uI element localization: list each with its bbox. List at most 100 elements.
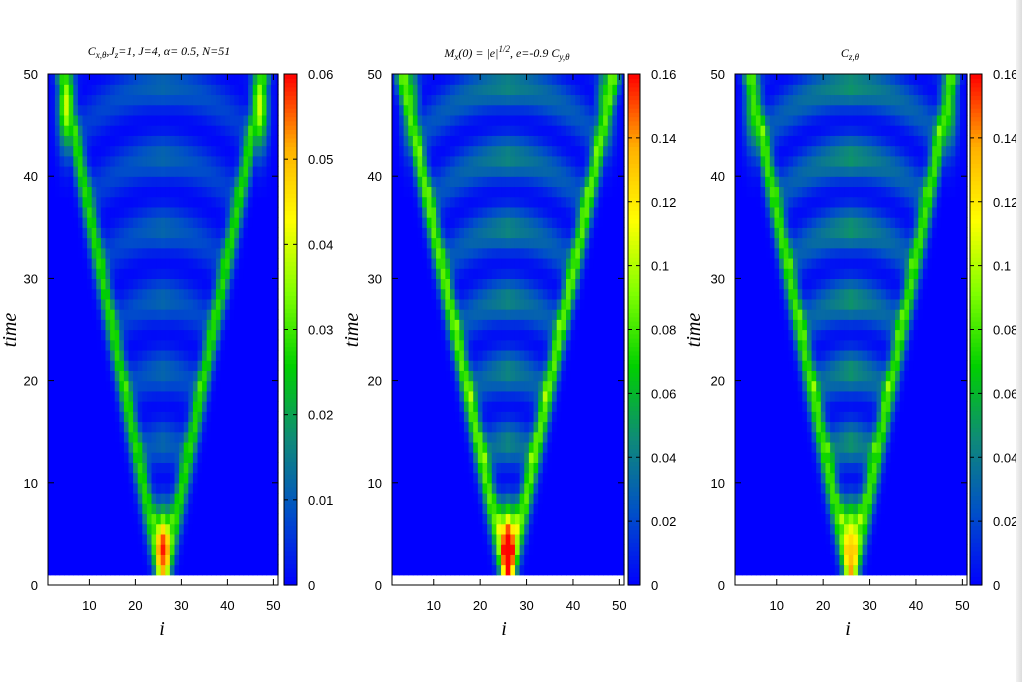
heatmap-cell bbox=[197, 523, 203, 535]
heatmap-cell bbox=[59, 319, 65, 331]
heatmap-cell bbox=[473, 288, 479, 300]
heatmap-cell bbox=[501, 370, 507, 382]
heatmap-cell bbox=[179, 339, 185, 351]
heatmap-cell bbox=[234, 431, 240, 443]
heatmap-cell bbox=[392, 309, 395, 320]
heatmap-cell bbox=[445, 196, 451, 208]
heatmap-cell bbox=[188, 104, 194, 116]
heatmap-cell bbox=[261, 196, 268, 208]
heatmap-cell bbox=[275, 554, 279, 566]
heatmap-cell bbox=[119, 370, 125, 382]
heatmap-cell bbox=[160, 482, 166, 494]
heatmap-cell bbox=[220, 298, 226, 310]
heatmap-cell bbox=[271, 421, 277, 433]
heatmap-cell bbox=[607, 462, 613, 474]
heatmap-cell bbox=[473, 452, 479, 463]
heatmap-cell bbox=[561, 421, 567, 433]
heatmap-cell bbox=[211, 533, 217, 545]
heatmap-cell bbox=[275, 288, 279, 300]
heatmap-cell bbox=[463, 339, 470, 351]
heatmap-cell bbox=[612, 237, 618, 249]
heatmap-cell bbox=[431, 462, 437, 474]
heatmap-cell bbox=[552, 421, 558, 433]
heatmap-cell bbox=[59, 84, 65, 96]
heatmap-cell bbox=[174, 165, 180, 177]
heatmap-cell bbox=[510, 370, 516, 382]
heatmap-cell bbox=[100, 288, 107, 300]
heatmap-cell bbox=[422, 421, 428, 433]
heatmap-cell bbox=[100, 349, 107, 361]
heatmap-cell bbox=[197, 421, 203, 433]
heatmap-cell bbox=[87, 472, 93, 484]
heatmap-cell bbox=[248, 247, 254, 259]
heatmap-cell bbox=[146, 268, 153, 279]
heatmap-cell bbox=[206, 298, 212, 310]
heatmap-cell bbox=[468, 349, 474, 361]
heatmap-cell bbox=[552, 319, 558, 331]
heatmap-cell bbox=[54, 196, 61, 208]
heatmap-cell bbox=[179, 319, 185, 331]
heatmap-cell bbox=[165, 257, 171, 269]
heatmap-cell bbox=[514, 401, 521, 412]
heatmap-cell bbox=[584, 513, 590, 525]
heatmap-cell bbox=[392, 390, 395, 402]
heatmap-cell bbox=[621, 247, 625, 259]
heatmap-cell bbox=[142, 513, 148, 525]
heatmap-cell bbox=[491, 431, 497, 443]
heatmap-cell bbox=[146, 390, 153, 402]
heatmap-cell bbox=[542, 390, 549, 402]
heatmap-cell bbox=[487, 370, 493, 382]
heatmap-cell bbox=[477, 309, 484, 320]
heatmap-cell bbox=[73, 503, 79, 515]
heatmap-cell bbox=[607, 544, 613, 555]
heatmap-cell bbox=[510, 380, 516, 392]
heatmap-cell bbox=[87, 411, 93, 423]
heatmap-cell bbox=[179, 288, 185, 300]
heatmap-cell bbox=[487, 411, 493, 423]
heatmap-cell bbox=[243, 217, 249, 228]
heatmap-cell bbox=[266, 155, 272, 167]
heatmap-cell bbox=[547, 472, 553, 484]
heatmap-cell bbox=[519, 257, 525, 269]
heatmap-cell bbox=[575, 472, 581, 484]
heatmap-cell bbox=[547, 493, 553, 504]
heatmap-cell bbox=[105, 74, 111, 85]
heatmap-cell bbox=[426, 554, 433, 566]
heatmap-cell bbox=[501, 380, 507, 392]
heatmap-cell bbox=[91, 401, 97, 412]
heatmap-cell bbox=[271, 370, 277, 382]
heatmap-cell bbox=[524, 349, 530, 361]
heatmap-cell bbox=[192, 125, 199, 136]
heatmap-cell bbox=[556, 309, 562, 320]
heatmap-cell bbox=[54, 288, 61, 300]
heatmap-cell bbox=[412, 544, 419, 555]
heatmap-cell bbox=[174, 411, 180, 423]
heatmap-cell bbox=[234, 145, 240, 157]
heatmap-cell bbox=[271, 441, 277, 453]
heatmap-cell bbox=[197, 176, 203, 188]
heatmap-cell bbox=[59, 533, 65, 545]
heatmap-cell bbox=[188, 339, 194, 351]
heatmap-cell bbox=[431, 370, 437, 382]
heatmap-cell bbox=[48, 217, 51, 228]
heatmap-cell bbox=[225, 288, 231, 300]
heatmap-cell bbox=[524, 390, 530, 402]
heatmap-cell bbox=[552, 472, 558, 484]
heatmap-cell bbox=[445, 554, 451, 566]
colorbar-segment bbox=[284, 154, 297, 160]
heatmap-cell bbox=[538, 309, 544, 320]
heatmap-cell bbox=[445, 329, 451, 341]
heatmap-cell bbox=[422, 227, 428, 239]
heatmap-cell bbox=[454, 104, 460, 116]
heatmap-cell bbox=[169, 247, 176, 259]
heatmap-cell bbox=[403, 482, 409, 494]
heatmap-cell bbox=[412, 104, 419, 116]
heatmap-cell bbox=[612, 278, 618, 290]
heatmap-cell bbox=[566, 493, 572, 504]
heatmap-cell bbox=[123, 503, 130, 515]
heatmap-cell bbox=[607, 329, 613, 341]
heatmap-cell bbox=[110, 309, 116, 320]
heatmap-cell bbox=[612, 493, 618, 504]
heatmap-cell bbox=[584, 125, 590, 136]
heatmap-cell bbox=[48, 84, 51, 96]
